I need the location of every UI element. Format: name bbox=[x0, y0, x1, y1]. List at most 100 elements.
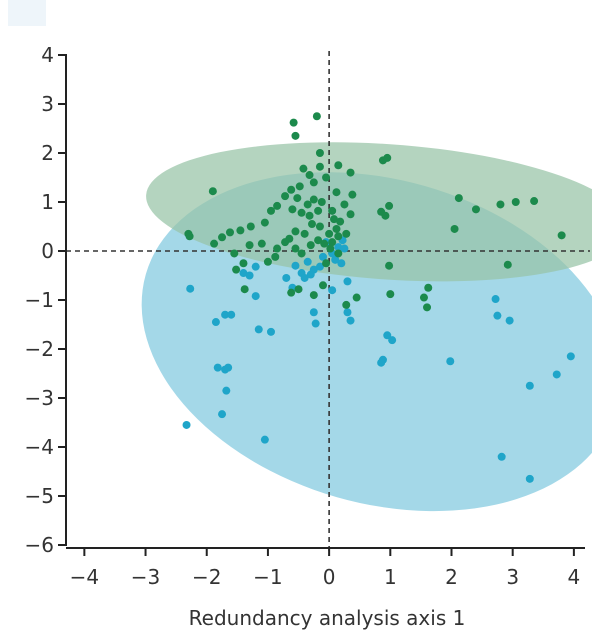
y-tick-label: 4 bbox=[41, 43, 54, 67]
point-series-1 bbox=[319, 252, 327, 261]
point-series-2 bbox=[312, 112, 321, 121]
point-series-2 bbox=[315, 162, 324, 171]
points-layer bbox=[182, 112, 575, 483]
point-series-1 bbox=[260, 435, 269, 444]
point-series-2 bbox=[232, 265, 241, 274]
x-tick-label: 1 bbox=[384, 565, 397, 589]
point-series-1 bbox=[251, 262, 260, 271]
point-series-1 bbox=[186, 284, 195, 293]
point-series-1 bbox=[388, 336, 397, 345]
point-series-2 bbox=[260, 218, 269, 227]
point-series-1 bbox=[282, 273, 291, 282]
point-series-2 bbox=[263, 257, 272, 266]
point-series-2 bbox=[386, 290, 395, 299]
point-series-2 bbox=[352, 293, 361, 302]
point-series-2 bbox=[450, 224, 459, 233]
point-series-1 bbox=[328, 286, 337, 295]
point-series-2 bbox=[325, 229, 334, 238]
x-tick-label: −4 bbox=[70, 565, 99, 589]
point-series-2 bbox=[317, 198, 326, 206]
tick-labels: −6 −5 −4 −3 −2 −1 0 1 2 3 4 −4 −3 −2 −1 0 1 2 3 4 bbox=[25, 43, 581, 589]
point-series-2 bbox=[557, 231, 566, 240]
point-series-2 bbox=[503, 260, 512, 269]
point-series-2 bbox=[336, 217, 345, 226]
x-tick-label: 4 bbox=[568, 565, 581, 589]
point-series-2 bbox=[245, 241, 254, 250]
point-series-1 bbox=[311, 319, 320, 328]
point-series-2 bbox=[287, 185, 296, 194]
corner-panel bbox=[8, 0, 46, 26]
point-series-2 bbox=[454, 194, 463, 203]
ellipse-series-2 bbox=[146, 142, 592, 282]
point-series-1 bbox=[239, 269, 248, 278]
y-tick-label: −5 bbox=[25, 484, 54, 508]
point-series-2 bbox=[332, 188, 341, 197]
point-series-1 bbox=[224, 363, 233, 372]
point-series-2 bbox=[314, 206, 323, 215]
point-series-2 bbox=[320, 239, 329, 248]
point-series-2 bbox=[328, 206, 337, 215]
point-series-1 bbox=[343, 277, 352, 286]
y-tick-label: 1 bbox=[41, 190, 54, 214]
point-series-2 bbox=[319, 281, 327, 290]
point-series-2 bbox=[511, 198, 520, 206]
point-series-2 bbox=[423, 303, 432, 312]
point-series-1 bbox=[300, 273, 309, 282]
point-series-2 bbox=[305, 211, 314, 220]
x-axis-title: Redundancy analysis axis 1 bbox=[189, 606, 466, 630]
point-series-2 bbox=[185, 232, 194, 241]
y-tick-label: 3 bbox=[41, 92, 54, 116]
point-series-2 bbox=[287, 288, 296, 297]
point-series-1 bbox=[525, 381, 534, 390]
point-series-1 bbox=[291, 261, 300, 270]
point-series-2 bbox=[334, 232, 343, 241]
point-series-1 bbox=[306, 270, 315, 279]
point-series-1 bbox=[493, 311, 502, 320]
y-tick-label: −1 bbox=[25, 288, 54, 312]
point-series-2 bbox=[348, 190, 357, 199]
point-series-2 bbox=[315, 149, 324, 157]
point-series-2 bbox=[236, 226, 245, 235]
point-series-1 bbox=[340, 244, 349, 253]
ellipses-layer bbox=[141, 142, 592, 512]
x-tick-label: −3 bbox=[131, 565, 160, 589]
point-series-2 bbox=[322, 259, 331, 268]
point-series-2 bbox=[239, 259, 248, 268]
point-series-1 bbox=[337, 259, 346, 268]
point-series-1 bbox=[334, 243, 343, 252]
point-series-2 bbox=[240, 285, 249, 294]
point-series-1 bbox=[505, 316, 514, 325]
point-series-2 bbox=[322, 173, 331, 182]
point-series-1 bbox=[346, 316, 355, 325]
point-series-2 bbox=[381, 211, 390, 220]
point-series-2 bbox=[295, 182, 304, 191]
point-series-1 bbox=[245, 271, 254, 280]
point-series-2 bbox=[294, 285, 303, 294]
point-series-1 bbox=[213, 363, 222, 372]
point-series-1 bbox=[218, 410, 227, 419]
point-series-2 bbox=[419, 293, 428, 302]
point-series-2 bbox=[297, 208, 306, 217]
point-series-2 bbox=[307, 220, 316, 229]
point-series-1 bbox=[266, 327, 275, 336]
point-series-1 bbox=[222, 386, 231, 395]
point-series-2 bbox=[342, 229, 351, 238]
point-series-1 bbox=[251, 292, 260, 301]
point-series-1 bbox=[211, 318, 220, 327]
point-series-1 bbox=[331, 255, 340, 264]
point-series-2 bbox=[314, 236, 323, 245]
point-series-2 bbox=[385, 261, 394, 270]
y-tick-label: −4 bbox=[25, 435, 54, 459]
point-series-1 bbox=[254, 325, 263, 334]
point-series-2 bbox=[273, 244, 282, 253]
axes bbox=[58, 54, 585, 556]
y-tick-label: 0 bbox=[41, 239, 54, 263]
point-series-1 bbox=[491, 295, 500, 304]
point-series-2 bbox=[471, 205, 480, 214]
point-series-1 bbox=[525, 474, 534, 483]
point-series-2 bbox=[281, 238, 290, 247]
y-tick-label: −2 bbox=[25, 337, 54, 361]
point-series-1 bbox=[383, 331, 392, 340]
point-series-1 bbox=[315, 262, 324, 271]
point-series-1 bbox=[309, 308, 318, 317]
